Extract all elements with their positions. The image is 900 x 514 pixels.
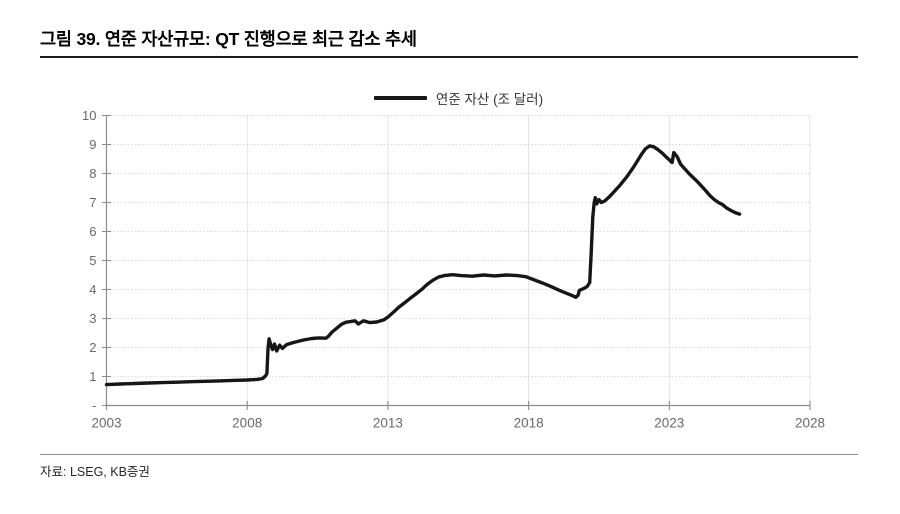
y-tick-label: 5 <box>89 253 96 268</box>
y-tick-label: 1 <box>89 369 96 384</box>
y-tick-label: 2 <box>89 340 96 355</box>
source-divider <box>40 454 858 455</box>
y-tick-label: 7 <box>89 195 96 210</box>
figure-title: 그림 39. 연준 자산규모: QT 진행으로 최근 감소 추세 <box>40 29 417 49</box>
x-tick-label: 2008 <box>232 416 262 431</box>
x-tick-label: 2018 <box>514 416 544 431</box>
y-tick-label: 9 <box>89 137 96 152</box>
title-divider <box>40 56 858 58</box>
chart-legend: 연준 자산 (조 달러) <box>106 89 811 107</box>
x-tick-label: 2013 <box>373 416 403 431</box>
legend-line-swatch <box>373 96 427 100</box>
legend-label: 연준 자산 (조 달러) <box>435 92 544 107</box>
y-tick-label: - <box>92 398 96 413</box>
x-tick-label: 2023 <box>654 416 684 431</box>
y-tick-label: 8 <box>89 166 96 181</box>
x-tick-label: 2003 <box>91 416 121 431</box>
y-tick-label: 10 <box>82 108 96 123</box>
source-label: 자료: LSEG, KB증권 <box>40 465 150 479</box>
y-tick-label: 3 <box>89 311 96 326</box>
series-line <box>104 144 742 387</box>
y-tick-label: 6 <box>89 224 96 239</box>
y-tick-label: 4 <box>89 282 96 297</box>
x-tick-label: 2028 <box>795 416 825 431</box>
